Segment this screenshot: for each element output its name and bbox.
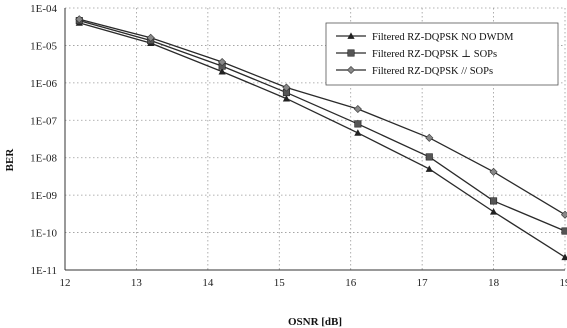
data-point <box>146 33 155 42</box>
data-point <box>425 153 433 161</box>
data-point <box>354 129 362 136</box>
data-point <box>489 167 498 176</box>
legend-marker <box>347 49 355 57</box>
y-tick-label: 1E-06 <box>30 78 57 90</box>
series-line <box>79 22 566 258</box>
data-point <box>218 67 226 75</box>
series-line <box>79 18 566 216</box>
series-square <box>75 17 567 235</box>
data-point <box>75 15 84 24</box>
series-layer <box>75 15 567 261</box>
legend-entry: Filtered RZ-DQPSK NO DWDM <box>372 32 514 43</box>
y-tick-label: 1E-09 <box>30 190 57 202</box>
y-tick-label: 1E-10 <box>30 228 57 240</box>
data-point <box>561 253 567 261</box>
legend: Filtered RZ-DQPSK NO DWDM Filtered RZ-DQP… <box>325 22 559 86</box>
y-tick-label: 1E-04 <box>30 3 57 15</box>
x-tick-label: 14 <box>202 277 214 289</box>
y-axis-label: BER <box>4 148 16 172</box>
y-tick-label: 1E-07 <box>30 115 57 127</box>
axis-layer: 1E-04 1E-05 1E-06 1E-07 1E-08 1E-09 1E-10 1E-11… <box>30 3 567 289</box>
x-tick-label: 16 <box>345 277 357 289</box>
data-point <box>425 165 433 172</box>
x-axis-label: OSNR [dB] <box>288 316 342 328</box>
data-point <box>560 210 567 219</box>
data-point <box>490 197 498 205</box>
legend-entry: Filtered RZ-DQPSK // SOPs <box>372 66 493 77</box>
series-line <box>79 19 566 232</box>
data-point <box>353 104 362 114</box>
y-tick-label: 1E-11 <box>31 265 57 277</box>
data-point <box>218 58 227 67</box>
series-diamond <box>75 15 567 219</box>
x-tick-label: 17 <box>417 277 429 289</box>
x-tick-label: 18 <box>488 277 500 289</box>
x-tick-label: 15 <box>274 277 286 289</box>
x-tick-label: 19 <box>560 277 567 289</box>
data-point <box>282 94 291 102</box>
data-point <box>561 227 567 235</box>
x-tick-label: 13 <box>131 277 143 289</box>
data-point <box>282 83 291 92</box>
legend-box <box>325 22 559 86</box>
legend-entry: Filtered RZ-DQPSK ⊥ SOPs <box>372 49 497 60</box>
legend-marker <box>346 65 356 75</box>
data-point <box>354 120 362 128</box>
y-tick-label: 1E-08 <box>30 153 57 165</box>
x-tick-label: 12 <box>60 277 71 289</box>
series-triangle <box>75 19 567 261</box>
legend-marker <box>347 32 355 39</box>
data-point <box>489 208 498 215</box>
y-tick-label: 1E-05 <box>30 40 57 52</box>
data-point <box>425 133 434 142</box>
